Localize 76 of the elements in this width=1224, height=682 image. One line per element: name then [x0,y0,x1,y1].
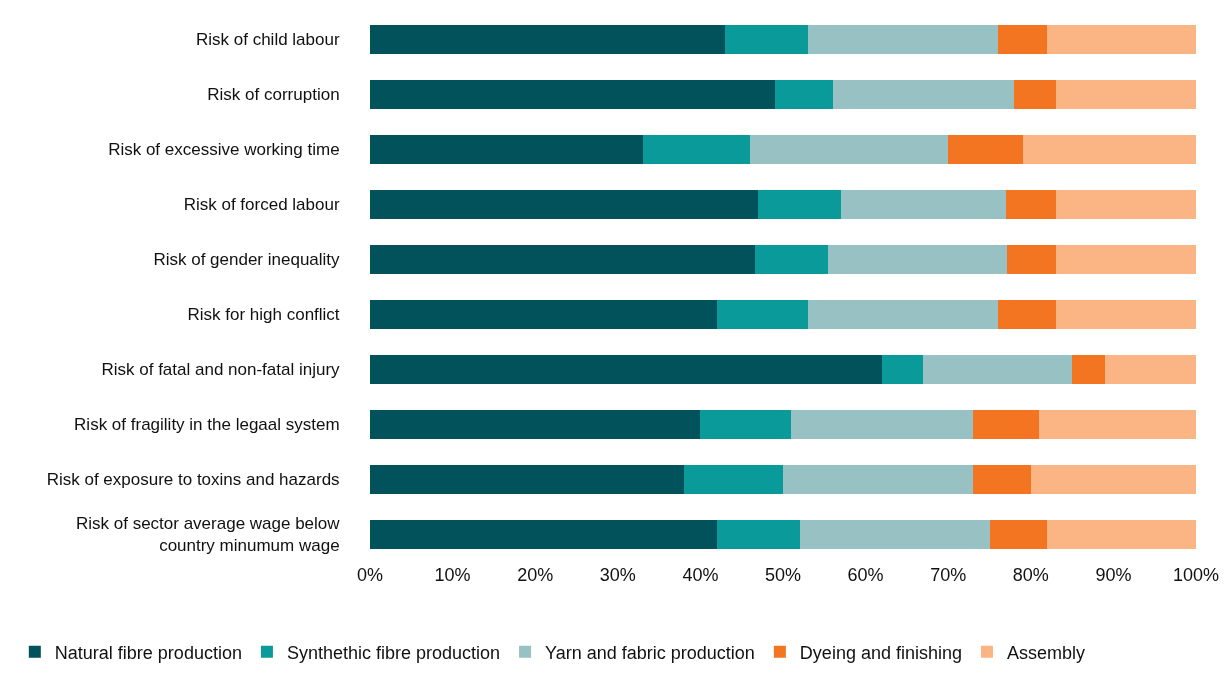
y-tick-label: Risk of forced labour [183,195,340,215]
bar [783,464,973,495]
y-tick-label: Risk of gender inequality [153,250,341,270]
bar [370,299,717,330]
bar [774,79,833,110]
bar [370,79,775,110]
bar [716,299,808,330]
bar [758,189,841,220]
bar [1030,464,1196,495]
bar [997,24,1048,55]
bar [700,409,792,440]
x-tick-label: 100% [1172,565,1220,585]
bar [828,244,1007,275]
bar [1055,244,1196,275]
bar [370,409,701,440]
bar [1105,354,1196,385]
y-tick-label: Risk of fragility in the legaal system [74,415,340,435]
bar [1055,189,1196,220]
bar [807,299,998,330]
bar [1006,244,1056,275]
bar [370,519,717,550]
bar [716,519,800,550]
bar [754,244,829,275]
x-tick-label: 90% [1095,565,1132,585]
bar [642,134,750,165]
bar [807,24,998,55]
x-tick-label: 20% [517,565,554,585]
bar [370,244,755,275]
y-tick-label: Risk of child labour [195,30,340,50]
x-tick-label: 60% [847,565,884,585]
x-tick-label: 30% [599,565,636,585]
y-tick-label: Risk of sector average wage below country minumum wage [75,514,341,556]
bar [370,134,643,165]
bar [1055,299,1196,330]
bar [791,409,973,440]
x-tick-label: 80% [1012,565,1049,585]
bar [997,299,1056,330]
x-tick-label: 0% [356,565,384,585]
bar [923,354,1073,385]
x-tick-label: 70% [930,565,967,585]
bar [1014,79,1056,110]
legend-label: Yarn and fabric production [545,642,755,663]
x-tick-label: 50% [764,565,802,585]
bar [683,464,783,495]
bar [989,519,1048,550]
x-tick-label: 10% [434,565,471,585]
legend-label: Natural fibre production [54,642,242,663]
bar [948,134,1023,165]
bar [725,24,808,55]
bar [370,189,759,220]
bar [1047,519,1196,550]
y-tick-label: Risk for high conflict [187,305,340,325]
bar [799,519,990,550]
bar [832,79,1015,110]
bar [370,24,726,55]
bar [972,409,1040,440]
legend-label: Dyeing and finishing [799,642,962,663]
bar [1055,79,1196,110]
bar [1047,24,1196,55]
bar [370,354,883,385]
bar [1072,354,1106,385]
bar [749,134,949,165]
y-tick-label: Risk of fatal and non-fatal injury [101,360,341,380]
x-tick-label: 40% [682,565,719,585]
bar [1022,134,1196,165]
bar [1039,409,1196,440]
bar [370,464,684,495]
y-tick-label: Risk of excessive working time [108,140,340,160]
bar [840,189,1007,220]
bar [972,464,1031,495]
y-tick-label: Risk of exposure to toxins and hazards [46,470,340,490]
y-tick-label: Risk of corruption [207,85,340,105]
legend-label: Synthethic fibre production [286,642,501,663]
bar [1006,189,1056,220]
bar [882,354,924,385]
legend-label: Assembly [1006,642,1086,663]
